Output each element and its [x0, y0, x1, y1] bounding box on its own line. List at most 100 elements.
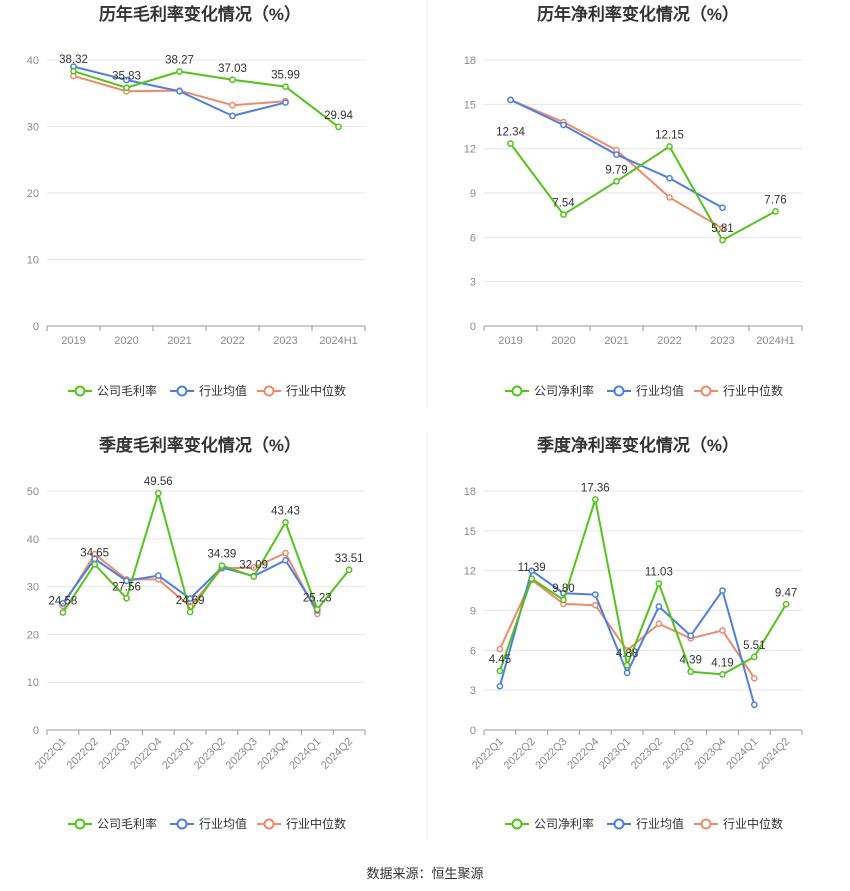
data-point — [623, 669, 631, 677]
chart-title: 历年净利率变化情况（%） — [537, 4, 739, 24]
series-line — [498, 569, 756, 706]
y-tick-label: 18 — [464, 55, 476, 67]
data-label: 9.47 — [775, 587, 797, 599]
legend-label: 行业中位数 — [286, 383, 346, 398]
y-tick-label: 18 — [464, 486, 476, 498]
legend-item-avg: 行业均值 — [170, 816, 247, 831]
data-point — [560, 121, 567, 129]
x-tick-label: 2020 — [551, 335, 575, 347]
y-tick-label: 0 — [33, 321, 39, 333]
data-point — [229, 101, 236, 109]
data-point — [772, 207, 779, 215]
x-tick-label: 2024H1 — [756, 335, 795, 347]
legend-label: 行业中位数 — [286, 816, 346, 831]
data-label: 4.19 — [711, 657, 733, 669]
data-label: 32.09 — [239, 560, 268, 572]
y-tick-label: 40 — [27, 55, 39, 67]
data-label: 34.65 — [80, 547, 109, 559]
data-point — [687, 668, 695, 676]
x-tick-label: 2022Q2 — [65, 736, 101, 772]
x-tick-label: 2023 — [273, 335, 297, 347]
data-label: 33.51 — [335, 553, 364, 565]
data-label: 11.03 — [645, 567, 673, 579]
data-label: 24.69 — [176, 595, 205, 607]
legend-label: 行业均值 — [636, 383, 684, 398]
data-point — [345, 566, 353, 574]
x-tick-label: 2020 — [114, 335, 138, 347]
legend-label: 行业中位数 — [723, 383, 783, 398]
data-point — [154, 489, 162, 497]
y-tick-label: 40 — [27, 534, 39, 546]
legend-marker — [700, 385, 712, 397]
y-tick-label: 3 — [470, 277, 476, 289]
data-point — [59, 599, 67, 607]
y-tick-label: 0 — [33, 725, 39, 737]
data-label: 9.79 — [605, 164, 627, 176]
data-point — [591, 496, 599, 503]
y-tick-label: 6 — [470, 232, 476, 244]
chart-title: 季度净利率变化情况（%） — [537, 435, 739, 455]
y-tick-label: 10 — [27, 677, 39, 689]
data-point — [528, 567, 536, 575]
legend-marker — [74, 385, 86, 397]
x-tick-label: 2022Q3 — [96, 736, 132, 772]
legend-marker — [263, 385, 275, 397]
data-label: 35.99 — [271, 70, 300, 82]
series-line — [498, 498, 787, 676]
chart-annual-net: 历年净利率变化情况（%） 0 3 6 9 12 15 18 2019 2020 2021 2022 20… — [464, 4, 803, 398]
data-point — [154, 572, 162, 579]
data-point — [229, 76, 236, 84]
data-label: 38.27 — [165, 55, 194, 67]
data-label: 24.58 — [49, 596, 78, 608]
x-tick-label: 2023Q3 — [224, 736, 260, 772]
data-point — [507, 140, 514, 147]
y-tick-label: 6 — [470, 645, 476, 657]
data-point — [719, 204, 726, 212]
x-tick-label: 2024Q1 — [287, 736, 323, 772]
legend-item-median: 行业中位数 — [694, 383, 783, 398]
x-tick-label: 2022 — [220, 335, 244, 347]
chart-quarterly-gross: 季度毛利率变化情况（%）010203040502022Q12022Q22022Q… — [27, 435, 366, 831]
data-label: 17.36 — [581, 482, 610, 494]
data-label: 7.76 — [764, 194, 786, 206]
legend-label: 公司毛利率 — [97, 816, 157, 831]
data-point — [282, 99, 289, 106]
legend-marker — [263, 818, 275, 830]
legend-marker — [176, 818, 188, 830]
data-point — [70, 67, 77, 75]
legend-item-median: 行业中位数 — [257, 383, 346, 398]
data-point — [123, 577, 130, 585]
legend-label: 公司毛利率 — [97, 383, 157, 398]
series-avg — [507, 96, 726, 212]
x-tick-label: 2023Q1 — [597, 736, 633, 772]
chart-annual-gross: 历年毛利率变化情况（%） 0 10 20 30 40 2019 2020 2021 2022 202… — [27, 4, 366, 398]
data-point — [496, 645, 504, 653]
data-label: 37.03 — [218, 63, 247, 75]
y-tick-label: 0 — [470, 321, 476, 333]
x-tick-label: 2024H1 — [319, 335, 358, 347]
data-label: 35.83 — [112, 71, 141, 83]
y-tick-label: 15 — [464, 99, 476, 111]
data-point — [666, 194, 673, 201]
data-point — [186, 608, 194, 616]
legend-item-company: 公司毛利率 — [68, 383, 157, 398]
x-tick-label: 2022Q2 — [502, 736, 538, 772]
x-tick-label: 2023Q3 — [661, 736, 697, 772]
legend-marker — [511, 818, 523, 830]
legend-marker — [176, 385, 188, 397]
x-tick-label: 2022Q1 — [470, 736, 506, 772]
x-tick-label: 2023Q2 — [192, 736, 228, 772]
y-tick-label: 20 — [27, 188, 39, 200]
y-tick-label: 3 — [470, 685, 476, 697]
data-point — [750, 701, 758, 709]
legend-item-avg: 行业均值 — [607, 383, 684, 398]
series-avg — [70, 63, 289, 120]
data-point — [655, 580, 663, 587]
data-point — [655, 603, 663, 610]
data-point — [250, 573, 258, 580]
data-point — [123, 76, 130, 84]
data-label: 43.43 — [271, 505, 300, 517]
y-tick-label: 20 — [27, 629, 39, 641]
